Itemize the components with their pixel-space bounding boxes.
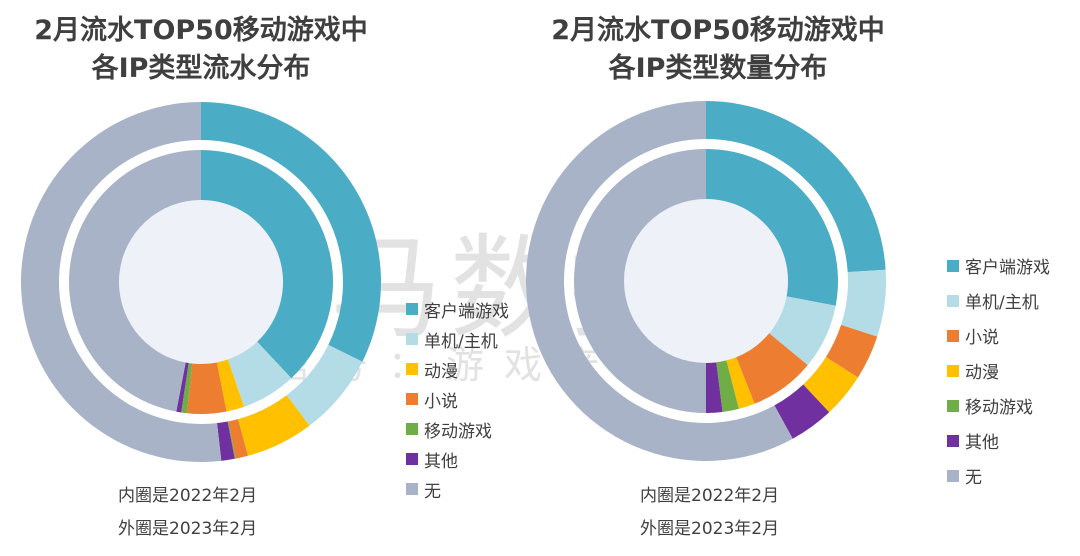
title-line-2: 各IP类型流水分布 (91, 53, 311, 84)
legend-count: 客户端游戏单机/主机小说动漫移动游戏其他无 (947, 248, 1050, 493)
legend-swatch (406, 483, 418, 495)
title-line-1: 2月流水TOP50移动游戏中 (551, 15, 885, 46)
legend-item: 动漫 (947, 353, 1050, 388)
legend-label: 单机/主机 (965, 293, 1039, 313)
legend-swatch (406, 363, 418, 375)
outer-slice-动漫 (238, 395, 310, 456)
legend-item: 单机/主机 (947, 283, 1050, 318)
inner-slice-其他 (176, 362, 189, 413)
inner-ring-note: 内圈是2022年2月 (118, 486, 258, 506)
outer-slice-其他 (217, 421, 235, 461)
inner-slice-动漫 (216, 359, 245, 412)
inner-slice-无 (573, 149, 706, 413)
legend-label: 小说 (965, 328, 999, 348)
legend-item: 单机/主机 (406, 324, 509, 354)
legend-swatch (406, 303, 418, 315)
inner-slice-小说 (736, 333, 808, 404)
title-line-1: 2月流水TOP50移动游戏中 (34, 15, 368, 46)
ring-notes-revenue: 内圈是2022年2月 外圈是2023年2月 (118, 480, 257, 546)
legend-swatch (947, 259, 959, 272)
legend-item: 动漫 (406, 354, 509, 384)
legend-item: 移动游戏 (947, 388, 1050, 423)
legend-label: 动漫 (965, 363, 999, 383)
ring-notes-count: 内圈是2022年2月 外圈是2023年2月 (640, 480, 779, 546)
legend-item: 其他 (406, 444, 509, 474)
legend-item: 客户端游戏 (947, 248, 1050, 283)
legend-label: 客户端游戏 (965, 258, 1050, 278)
legend-label: 移动游戏 (965, 398, 1033, 418)
legend-item: 无 (947, 458, 1050, 493)
legend-item: 其他 (947, 423, 1050, 458)
title-line-2: 各IP类型数量分布 (608, 53, 828, 84)
outer-slice-单机/主机 (841, 269, 887, 337)
outer-slice-无 (20, 102, 222, 462)
legend-label: 小说 (424, 391, 458, 412)
legend-label: 动漫 (424, 361, 458, 382)
outer-slice-客户端游戏 (201, 102, 382, 362)
legend-swatch (406, 333, 418, 345)
inner-slice-移动游戏 (716, 360, 739, 412)
inner-slice-客户端游戏 (706, 149, 838, 306)
legend-item: 小说 (406, 384, 509, 414)
legend-swatch (947, 364, 959, 377)
legend-item: 客户端游戏 (406, 294, 509, 324)
inner-ring-note: 内圈是2022年2月 (640, 486, 780, 506)
legend-revenue: 客户端游戏单机/主机动漫小说移动游戏其他无 (406, 294, 509, 504)
inner-slice-单机/主机 (769, 296, 836, 366)
legend-label: 移动游戏 (424, 421, 492, 442)
outer-slice-无 (526, 101, 793, 461)
legend-label: 无 (965, 468, 982, 488)
legend-label: 其他 (965, 433, 999, 453)
legend-swatch (947, 329, 959, 342)
outer-slice-单机/主机 (286, 344, 363, 426)
legend-swatch (947, 294, 959, 307)
inner-slice-小说 (186, 362, 227, 414)
legend-label: 其他 (424, 451, 458, 472)
legend-item: 移动游戏 (406, 414, 509, 444)
inner-slice-单机/主机 (227, 341, 292, 407)
legend-swatch (947, 399, 959, 412)
inner-slice-移动游戏 (181, 363, 193, 414)
inner-slice-动漫 (726, 357, 755, 409)
donut-hole (119, 200, 283, 364)
outer-ring-note: 外圈是2023年2月 (118, 519, 258, 539)
outer-slice-动漫 (803, 357, 858, 413)
legend-swatch (947, 434, 959, 447)
legend-swatch (947, 469, 959, 482)
legend-label: 客户端游戏 (424, 301, 509, 322)
legend-label: 无 (424, 481, 441, 502)
legend-label: 单机/主机 (424, 331, 498, 352)
chart-title-revenue: 2月流水TOP50移动游戏中 各IP类型流水分布 (0, 12, 411, 88)
legend-item: 无 (406, 474, 509, 504)
inner-slice-客户端游戏 (201, 150, 334, 379)
legend-item: 小说 (947, 318, 1050, 353)
outer-slice-小说 (228, 419, 248, 459)
chart-title-count: 2月流水TOP50移动游戏中 各IP类型数量分布 (508, 12, 928, 88)
legend-swatch (406, 423, 418, 435)
legend-swatch (406, 393, 418, 405)
outer-slice-其他 (774, 384, 830, 439)
outer-ring-note: 外圈是2023年2月 (640, 519, 780, 539)
inner-slice-无 (68, 150, 201, 412)
outer-slice-客户端游戏 (706, 101, 886, 273)
inner-slice-其他 (706, 362, 723, 413)
outer-slice-小说 (825, 324, 878, 378)
donut-hole (624, 199, 788, 363)
legend-swatch (406, 453, 418, 465)
outer-slice-移动游戏 (227, 421, 236, 459)
